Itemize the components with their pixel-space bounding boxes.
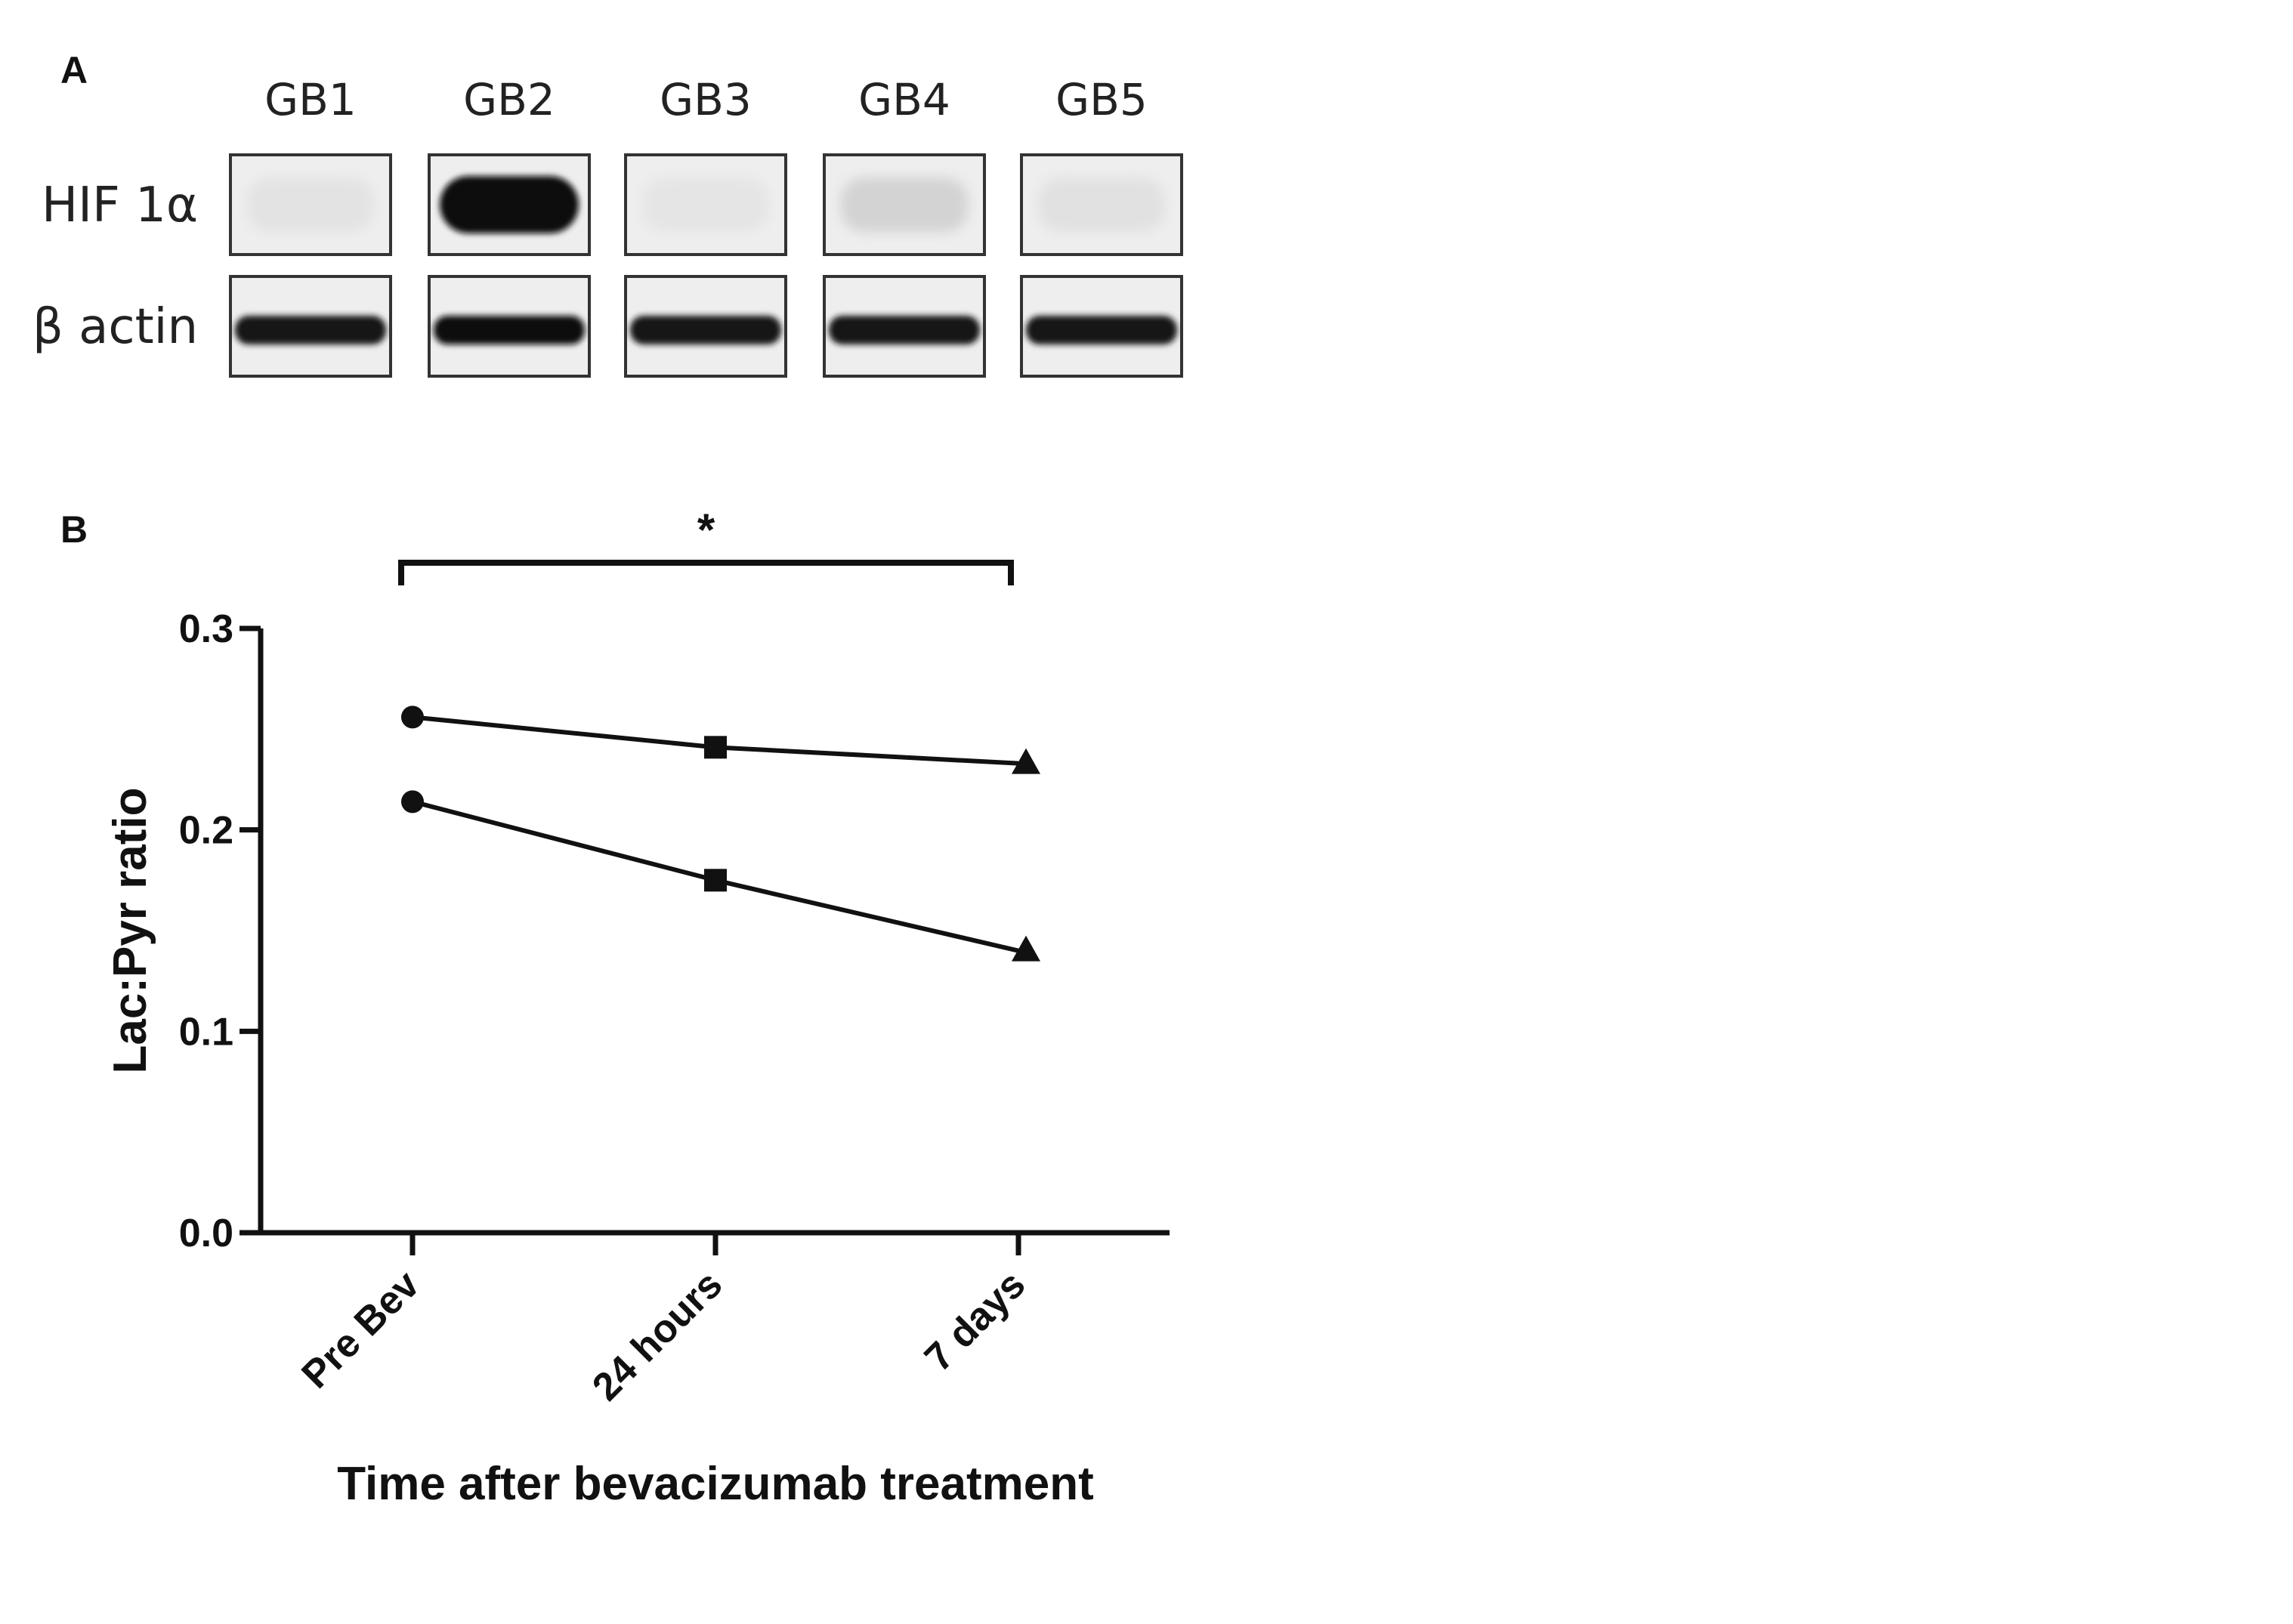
significance-bracket: * [398, 505, 1014, 585]
blot-box-actin-gb2 [428, 275, 591, 378]
band-hif1a-gb3 [642, 178, 769, 232]
band-actin-gb2 [434, 316, 585, 344]
lane-label-gb4: GB4 [858, 74, 950, 125]
y-axis-label: Lac:Pyr ratio [104, 787, 156, 1073]
lane-label-gb2: GB2 [463, 74, 555, 125]
blot-box-actin-gb3 [624, 275, 787, 378]
blot-box-hif1a-gb3 [624, 153, 787, 256]
blot-box-hif1a-gb1 [229, 153, 392, 256]
x-tick-label: 7 days [916, 1262, 1034, 1379]
y-tick-label: 0.3 [179, 607, 233, 651]
band-hif1a-gb1 [247, 178, 374, 232]
data-point-square [704, 869, 727, 892]
data-point-circle [401, 705, 424, 729]
data-point-triangle [1012, 935, 1040, 962]
data-point-triangle [1012, 748, 1040, 774]
panel-b-letter: B [60, 508, 88, 551]
blot-box-hif1a-gb2 [428, 153, 591, 256]
band-hif1a-gb4 [841, 178, 968, 232]
band-hif1a-gb2 [440, 176, 579, 233]
band-actin-gb5 [1026, 316, 1177, 344]
y-tick-label: 0.0 [179, 1212, 233, 1255]
data-point-circle [401, 790, 424, 814]
x-tick-label: 24 hours [584, 1262, 731, 1409]
y-tick-label: 0.1 [179, 1010, 233, 1054]
panel-a-letter: A [60, 49, 88, 91]
blot-box-hif1a-gb4 [823, 153, 986, 256]
data-point-square [704, 736, 727, 759]
lane-label-gb3: GB3 [660, 74, 752, 125]
band-hif1a-gb5 [1038, 178, 1165, 232]
significance-marker: * [697, 505, 715, 555]
bracket-line [398, 560, 1014, 585]
band-actin-gb1 [235, 316, 386, 344]
blot-box-hif1a-gb5 [1020, 153, 1183, 256]
band-actin-gb4 [829, 316, 980, 344]
panel-a-western-blot: A GB1 GB2 GB3 GB4 GB5 HIF 1α β actin [32, 49, 1183, 378]
blot-box-actin-gb5 [1020, 275, 1183, 378]
row-label-beta-actin: β actin [32, 299, 198, 355]
x-axis-label: Time after bevacizumab treatment [337, 1458, 1094, 1510]
blot-box-actin-gb4 [823, 275, 986, 378]
blot-box-actin-gb1 [229, 275, 392, 378]
lane-label-gb5: GB5 [1055, 74, 1148, 125]
band-actin-gb3 [630, 316, 781, 344]
x-tick-label: Pre Bev [294, 1262, 428, 1397]
lane-label-gb1: GB1 [264, 74, 357, 125]
panel-b-chart: B * 0.0 0.1 0.2 0.3 Pre Bev 24 hours 7 days La… [60, 505, 1170, 1510]
y-tick-label: 0.2 [179, 809, 233, 853]
row-label-hif1a: HIF 1α [42, 178, 198, 233]
